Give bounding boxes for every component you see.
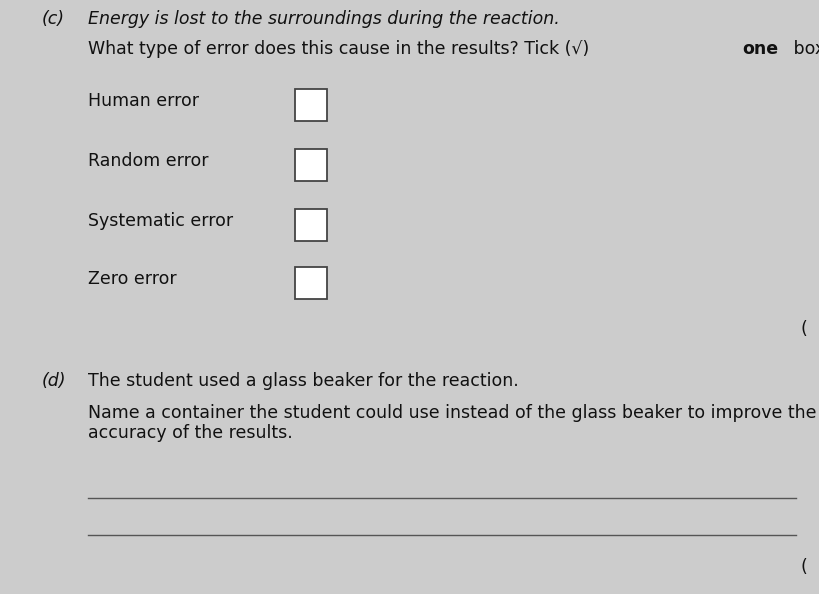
FancyBboxPatch shape: [295, 267, 327, 299]
FancyBboxPatch shape: [295, 209, 327, 241]
Text: one: one: [742, 40, 778, 58]
Text: (c): (c): [42, 10, 65, 28]
Text: Human error: Human error: [88, 92, 199, 110]
Text: The student used a glass beaker for the reaction.: The student used a glass beaker for the …: [88, 372, 518, 390]
Text: box.: box.: [789, 40, 819, 58]
FancyBboxPatch shape: [295, 89, 327, 121]
Text: What type of error does this cause in the results? Tick (√): What type of error does this cause in th…: [88, 40, 595, 58]
Text: (: (: [800, 320, 807, 338]
Text: accuracy of the results.: accuracy of the results.: [88, 424, 292, 442]
Text: Random error: Random error: [88, 152, 209, 170]
Text: Name a container the student could use instead of the glass beaker to improve th: Name a container the student could use i…: [88, 404, 817, 422]
FancyBboxPatch shape: [295, 149, 327, 181]
Text: Systematic error: Systematic error: [88, 212, 233, 230]
Text: Zero error: Zero error: [88, 270, 177, 288]
Text: Energy is lost to the surroundings during the reaction.: Energy is lost to the surroundings durin…: [88, 10, 559, 28]
Text: (: (: [800, 558, 807, 576]
Text: (d): (d): [42, 372, 66, 390]
